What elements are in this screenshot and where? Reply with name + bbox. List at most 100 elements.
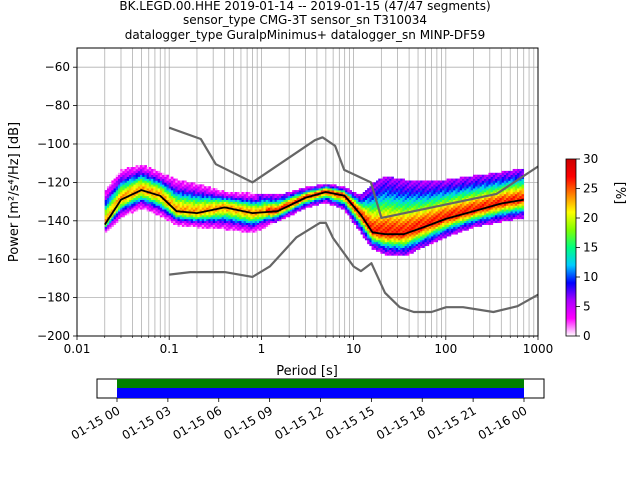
heatmap-cell [444,232,447,235]
heatmap-cell [230,201,233,204]
heatmap-cell [146,172,150,176]
heatmap-cell [389,251,392,254]
heatmap-cell [393,243,397,247]
heatmap-cell [442,201,445,204]
heatmap-cell [111,222,114,225]
heatmap-cell [261,201,264,204]
heatmap-cell [464,218,467,222]
heatmap-cell [391,176,394,179]
heatmap-cell [367,216,370,220]
heatmap-cell [281,193,284,197]
heatmap-cell [479,201,483,204]
heatmap-cell [267,213,271,216]
heatmap-cell [146,197,150,200]
heatmap-cell [457,218,461,222]
heatmap-cell [373,215,377,218]
heatmap-cell [153,174,156,177]
heatmap-cell [382,199,386,202]
heatmap-cell [442,232,445,235]
heatmap-cell [433,190,436,193]
heatmap-cell [490,172,494,176]
heatmap-cell [223,226,227,229]
heatmap-cell [488,211,491,214]
heatmap-cell [323,190,326,193]
heatmap-cell [444,184,447,187]
heatmap-cell [470,186,474,189]
heatmap-cell [239,226,242,229]
heatmap-cell [358,195,361,199]
heatmap-cell [248,224,251,227]
heatmap-cell [256,224,260,227]
heatmap-cell [140,176,143,179]
heatmap-cell [309,199,313,202]
heatmap-cell [142,168,145,172]
heatmap-cell [475,190,478,193]
heatmap-cell [459,226,463,229]
heatmap-cell [393,182,397,185]
heatmap-cell [148,174,152,177]
heatmap-cell [195,218,198,222]
heatmap-cell [261,195,264,199]
heatmap-cell [263,201,267,204]
heatmap-cell [122,205,125,208]
heatmap-cell [406,236,410,239]
heatmap-cell [362,213,366,216]
heatmap-cell [380,230,383,233]
heatmap-cell [281,209,284,212]
heatmap-cell [446,211,450,214]
heatmap-cell [215,193,218,197]
heatmap-cell [133,188,136,191]
heatmap-cell [164,193,167,197]
heatmap-cell [442,199,445,202]
heatmap-cell [120,186,123,189]
heatmap-cell [237,197,240,200]
heatmap-cell [270,205,273,208]
heatmap-cell [351,195,355,199]
heatmap-cell [400,180,403,183]
heatmap-cell [104,190,108,193]
heatmap-cell [261,224,264,227]
heatmap-cell [475,186,478,189]
heatmap-cell [398,238,401,241]
heatmap-cell [303,199,306,202]
heatmap-cell [406,192,410,195]
heatmap-cell [380,241,383,245]
heatmap-cell [360,226,364,229]
heatmap-cell [468,213,472,216]
heatmap-cell [228,211,231,214]
heatmap-cell [400,253,403,256]
heatmap-cell [384,213,388,216]
heatmap-cell [409,224,412,227]
heatmap-cell [395,211,399,214]
heatmap-cell [417,234,421,237]
heatmap-cell [305,201,308,204]
heatmap-cell [519,216,522,220]
heatmap-cell [215,213,218,216]
heatmap-cell [245,222,249,225]
heatmap-cell [228,201,231,204]
heatmap-cell [457,180,461,183]
heatmap-cell [215,222,218,225]
heatmap-cell [243,207,247,210]
heatmap-cell [360,199,364,202]
heatmap-cell [192,192,196,195]
heatmap-cell [325,186,328,189]
heatmap-cell [508,178,511,181]
heatmap-cell [170,197,174,200]
heatmap-cell [336,186,339,189]
heatmap-cell [486,182,489,185]
heatmap-cell [137,180,141,183]
heatmap-cell [468,180,472,183]
heatmap-cell [122,180,125,183]
heatmap-cell [442,188,445,191]
heatmap-cell [241,220,244,224]
heatmap-cell [173,184,176,187]
heatmap-cell [382,215,386,218]
heatmap-cell [197,184,200,187]
heatmap-cell [148,178,152,181]
heatmap-cell [241,224,244,227]
heatmap-cell [435,234,439,237]
heatmap-cell [400,218,403,222]
heatmap-cell [175,213,178,216]
